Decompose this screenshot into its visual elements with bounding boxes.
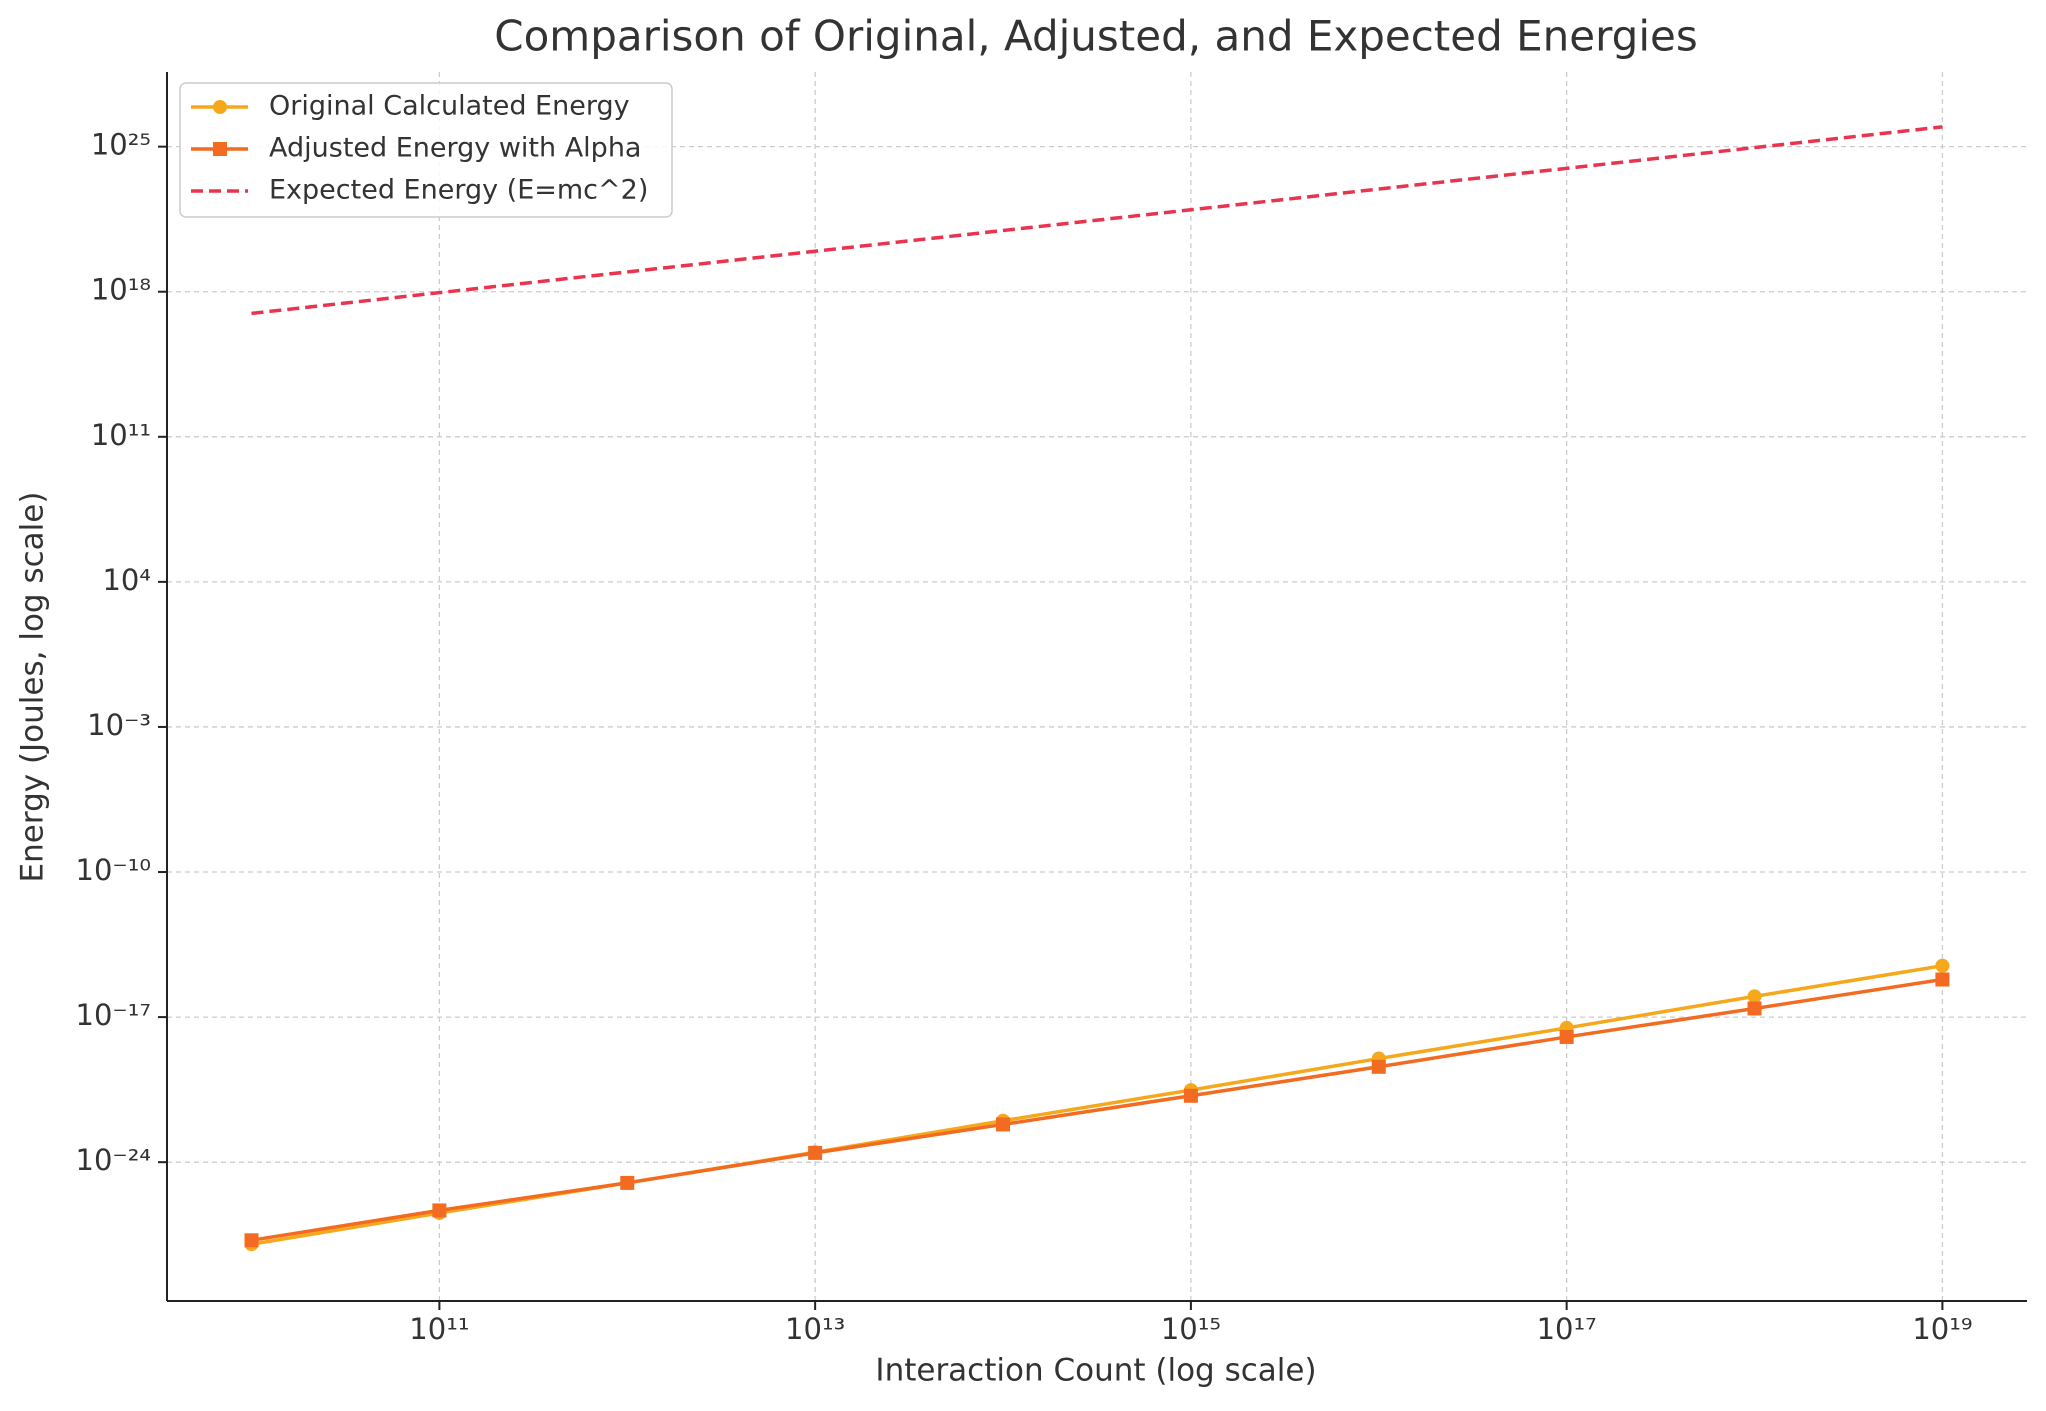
legend-label: Expected Energy (E=mc^2) [269, 175, 648, 206]
chart-title: Comparison of Original, Adjusted, and Ex… [494, 12, 1697, 61]
legend-label: Original Calculated Energy [269, 91, 630, 122]
y-tick-label: 10⁻¹⁰ [76, 853, 151, 887]
x-tick-label: 10¹⁹ [1912, 1312, 1972, 1346]
y-tick-label: 10⁻³ [87, 708, 151, 742]
x-tick-label: 10¹⁵ [1161, 1312, 1221, 1346]
x-tick-label: 10¹³ [785, 1312, 845, 1346]
y-tick-label: 10⁻¹⁷ [76, 998, 151, 1032]
data-point [1747, 1001, 1762, 1016]
data-point [1183, 1088, 1198, 1103]
y-tick-label: 10⁻²⁴ [76, 1143, 151, 1177]
legend-marker [213, 142, 227, 156]
data-point [432, 1203, 447, 1218]
legend-label: Adjusted Energy with Alpha [269, 133, 641, 164]
data-point [1747, 989, 1762, 1004]
y-axis-label: Energy (Joules, log scale) [15, 492, 51, 883]
data-point [1371, 1059, 1386, 1074]
legend-marker [213, 100, 227, 114]
y-tick-label: 10²⁵ [91, 128, 151, 162]
y-tick-label: 10¹¹ [91, 418, 151, 452]
x-axis-label: Interaction Count (log scale) [875, 1353, 1316, 1389]
x-tick-label: 10¹⁷ [1537, 1312, 1597, 1346]
data-point [244, 1233, 259, 1248]
data-point [808, 1145, 823, 1160]
data-point [1935, 958, 1950, 973]
x-tick-label: 10¹¹ [409, 1312, 469, 1346]
data-point [996, 1117, 1011, 1132]
data-point [620, 1175, 635, 1190]
y-tick-label: 10⁴ [102, 563, 151, 597]
series-line [251, 125, 1943, 316]
data-point [1559, 1029, 1574, 1044]
series-line [251, 977, 1943, 1243]
data-point [1935, 972, 1950, 987]
y-tick-label: 10¹⁸ [91, 273, 151, 307]
legend-box [179, 82, 673, 218]
legend: Original Calculated Energy Adjusted Energ… [179, 82, 673, 218]
